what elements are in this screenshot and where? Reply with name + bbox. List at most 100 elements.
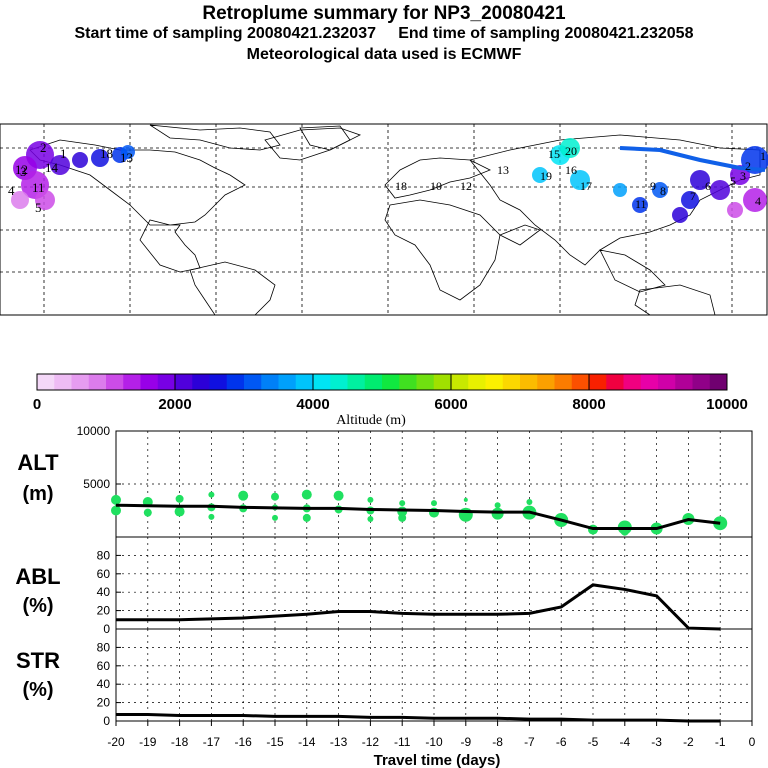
plume-day-label: 15 xyxy=(548,147,560,161)
alt-point xyxy=(494,502,501,509)
plume-track xyxy=(619,146,766,172)
alt-point xyxy=(208,513,215,520)
alt-point xyxy=(367,515,374,522)
xtick-label: -14 xyxy=(298,735,316,749)
colorbar-segment xyxy=(451,374,469,390)
timeseries-panels: ALT (m) 10000 5000 ABL (%) 80 60 40 20 0 STR (%) 80 60… xyxy=(15,424,755,749)
colorbar-segment xyxy=(88,374,107,390)
alt-point xyxy=(208,491,215,498)
colorbar-tick-label: 10000 xyxy=(706,396,748,413)
ytick-label: 60 xyxy=(97,659,111,673)
plume-day-label: 8 xyxy=(660,184,666,198)
colorbar-segment xyxy=(226,374,245,390)
colorbar-segment xyxy=(399,374,417,390)
xtick-label: -5 xyxy=(588,735,599,749)
ytick-label: 0 xyxy=(103,622,110,636)
ytick-label: 80 xyxy=(97,640,111,654)
colorbar-segment xyxy=(658,374,676,390)
plume-day-label: 5 xyxy=(730,174,736,188)
alt-point xyxy=(398,513,407,522)
abl-line xyxy=(116,583,721,631)
colorbar-segment xyxy=(416,374,435,390)
alt-point xyxy=(367,496,374,503)
plume-marker xyxy=(710,180,730,200)
colorbar-tick-label: 4000 xyxy=(296,396,329,413)
plume-day-label: 3 xyxy=(20,164,27,179)
xtick-label: -7 xyxy=(524,735,535,749)
colorbar-segment xyxy=(54,374,72,390)
plume-marker xyxy=(672,207,688,223)
plume-day-label: 11 xyxy=(32,180,45,195)
plume-marker xyxy=(681,191,699,209)
alt-point xyxy=(111,494,121,505)
colorbar-segment xyxy=(261,374,279,390)
plume-day-label: 12 xyxy=(460,179,472,193)
sampling-time-line: Start time of sampling 20080421.232037 E… xyxy=(74,25,694,42)
plume-marker xyxy=(743,188,767,212)
panel-yunit-abl: (%) xyxy=(22,595,53,617)
xtick-label: -17 xyxy=(203,735,221,749)
colorbar-segment xyxy=(313,374,331,390)
ytick-label: 0 xyxy=(103,714,110,728)
colorbar-segment xyxy=(675,374,693,390)
plume-marker xyxy=(632,197,648,213)
colorbar-segment xyxy=(71,374,90,390)
xtick-label: -2 xyxy=(683,735,694,749)
panel-yunit-str: (%) xyxy=(22,679,53,701)
colorbar-segment xyxy=(606,374,624,390)
xtick-label: -20 xyxy=(107,735,125,749)
plume-day-label: 18 xyxy=(395,179,407,193)
plume-marker xyxy=(532,167,548,183)
colorbar-segment xyxy=(709,374,728,390)
xtick-label: -13 xyxy=(330,735,348,749)
xtick-label: -3 xyxy=(651,735,662,749)
colorbar-segment xyxy=(485,374,504,390)
colorbar-segment xyxy=(433,374,452,390)
plume-marker xyxy=(727,202,743,218)
plume-day-label: 2 xyxy=(40,140,47,155)
panel-yunit-alt: (m) xyxy=(22,483,53,505)
plume-marker xyxy=(690,170,710,190)
chart-title: Retroplume summary for NP3_20080421 xyxy=(202,3,566,24)
alt-point xyxy=(271,492,279,501)
colorbar-segment xyxy=(192,374,210,390)
colorbar-segment xyxy=(140,374,159,390)
colorbar-segment xyxy=(468,374,486,390)
colorbar-label: Altitude (m) xyxy=(336,413,406,428)
plume-day-label: 9 xyxy=(650,179,656,193)
alt-point xyxy=(143,508,152,517)
plume-marker xyxy=(560,138,580,158)
xtick-label: -12 xyxy=(362,735,380,749)
plume-day-label: 1 xyxy=(60,146,67,161)
xtick-label: 0 xyxy=(749,735,756,749)
xtick-label: -16 xyxy=(235,735,253,749)
plume-day-label: 4 xyxy=(755,194,761,208)
colorbar-tick-label: 0 xyxy=(33,396,41,413)
plume-marker xyxy=(121,145,135,159)
alt-point xyxy=(175,494,184,503)
xtick-label: -10 xyxy=(425,735,443,749)
alt-point xyxy=(431,500,437,507)
xtick-label: -19 xyxy=(139,735,157,749)
colorbar-segment xyxy=(571,374,590,390)
xtick-label: -4 xyxy=(619,735,630,749)
str-line xyxy=(116,713,721,723)
colorbar-segment xyxy=(123,374,141,390)
colorbar-segment xyxy=(295,374,314,390)
plume-marker xyxy=(613,183,627,197)
colorbar-segment xyxy=(640,374,659,390)
colorbar-segment xyxy=(623,374,642,390)
xtick-label: -18 xyxy=(171,735,189,749)
alt-point xyxy=(272,514,278,521)
ytick-label: 20 xyxy=(97,696,111,710)
colorbar-segment xyxy=(502,374,521,390)
ytick-label: 40 xyxy=(97,585,111,599)
alt-point xyxy=(111,505,121,516)
xtick-label: -1 xyxy=(715,735,726,749)
ytick-label: 60 xyxy=(97,567,111,581)
plume-day-label: 13 xyxy=(120,150,133,165)
plume-marker xyxy=(11,191,29,209)
